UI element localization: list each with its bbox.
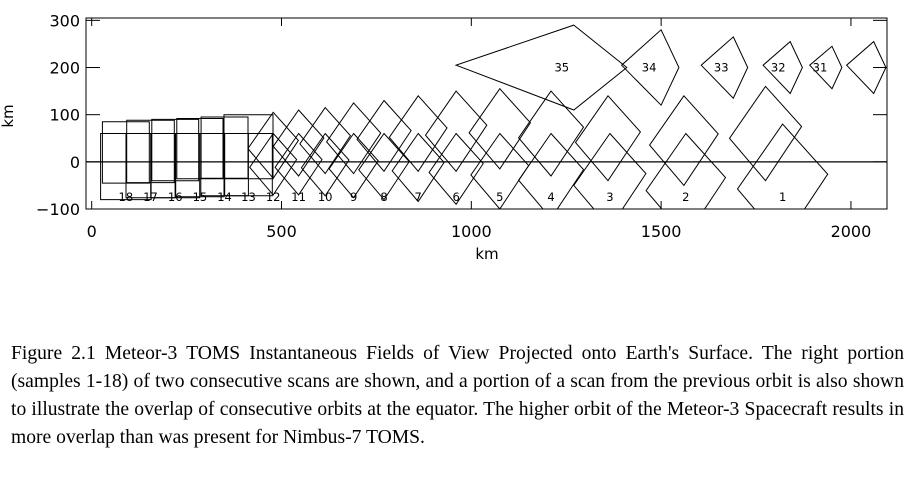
fov-scan1-13 <box>224 133 273 197</box>
fov-shapes <box>100 24 887 209</box>
sample-label-31: 31 <box>813 61 828 75</box>
y-tick-label-200: 200 <box>49 59 80 78</box>
sample-label-5: 5 <box>496 190 503 204</box>
fov-scan2-8 <box>356 99 412 173</box>
fov-prev-orbit-32 <box>762 40 803 95</box>
fov-scan1-11 <box>274 132 323 196</box>
fov-scan1-7 <box>391 132 445 203</box>
y-tick-label-0: 0 <box>70 153 80 172</box>
fov-scan2-11 <box>272 109 325 177</box>
fov-scan1-1 <box>736 123 829 209</box>
y-tick-label-300: 300 <box>49 11 80 30</box>
fov-scan2-6 <box>424 90 488 173</box>
fov-scan2-13 <box>223 114 274 180</box>
x-tick-label-500: 500 <box>266 222 297 241</box>
fov-prev-orbit-33 <box>700 36 749 100</box>
sample-label-32: 32 <box>771 61 786 75</box>
fov-scan2-5 <box>468 87 532 170</box>
fov-scan1-3 <box>573 132 647 209</box>
fov-scan2-16 <box>151 118 200 182</box>
x-tick-label-1000: 1000 <box>451 222 492 241</box>
sample-label-12: 12 <box>266 190 281 204</box>
y-axis-title: km <box>0 104 17 127</box>
fov-scan1-8 <box>358 132 410 201</box>
fov-prev-orbit-34 <box>620 28 680 107</box>
fov-scan1-9 <box>328 132 379 199</box>
sample-label-7: 7 <box>415 190 422 204</box>
fov-scan1-15 <box>175 133 225 198</box>
fov-scan2-10 <box>299 106 352 175</box>
fov-scan1-2 <box>645 132 727 209</box>
y-tick-label-100: 100 <box>49 106 80 125</box>
sample-label-15: 15 <box>193 190 208 204</box>
sample-label-6: 6 <box>452 190 459 204</box>
fov-scan1-10 <box>300 132 350 197</box>
fov-prev-orbit-35 <box>454 24 628 111</box>
x-axis-title: km <box>475 245 498 263</box>
fov-scan2-7 <box>388 94 448 173</box>
fov-scan2-9 <box>325 102 382 175</box>
sample-label-11: 11 <box>291 190 306 204</box>
sample-label-3: 3 <box>606 190 613 204</box>
sample-label-34: 34 <box>642 61 657 75</box>
sample-label-9: 9 <box>350 190 357 204</box>
sample-label-16: 16 <box>168 190 183 204</box>
fov-prev-orbit-31 <box>808 45 843 90</box>
x-tick-label-0: 0 <box>87 222 97 241</box>
x-tick-label-1500: 1500 <box>641 222 682 241</box>
sample-label-33: 33 <box>714 61 729 75</box>
plot-frame <box>85 17 888 210</box>
sample-label-17: 17 <box>143 190 158 204</box>
sample-label-8: 8 <box>380 190 387 204</box>
figure-caption: Figure 2.1 Meteor-3 TOMS Instantaneous F… <box>11 343 904 448</box>
fov-scan1-6 <box>428 132 484 206</box>
sample-label-10: 10 <box>318 190 333 204</box>
fov-scan1-17 <box>125 133 176 199</box>
sample-label-35: 35 <box>554 61 569 75</box>
fov-scan2-18 <box>101 121 150 184</box>
sample-label-4: 4 <box>547 190 554 204</box>
fov-scan2-3 <box>574 94 642 182</box>
x-tick-label-2000: 2000 <box>831 222 872 241</box>
fov-scan2-15 <box>176 118 224 180</box>
fov-scan2-1 <box>728 85 803 182</box>
y-tick-label--100: −100 <box>36 200 80 219</box>
fov-scan1-12 <box>249 132 298 196</box>
sample-label-13: 13 <box>241 190 256 204</box>
fov-scan2-2 <box>648 94 719 187</box>
sample-label-14: 14 <box>217 190 232 204</box>
sample-label-18: 18 <box>119 190 134 204</box>
sample-label-1: 1 <box>779 190 786 204</box>
fov-scan2-14 <box>200 116 249 179</box>
sample-label-2: 2 <box>682 190 689 204</box>
fov-scan1-18 <box>100 133 152 201</box>
fov-scan1-4 <box>517 132 585 209</box>
fov-prev-orbit-edge <box>845 40 887 95</box>
